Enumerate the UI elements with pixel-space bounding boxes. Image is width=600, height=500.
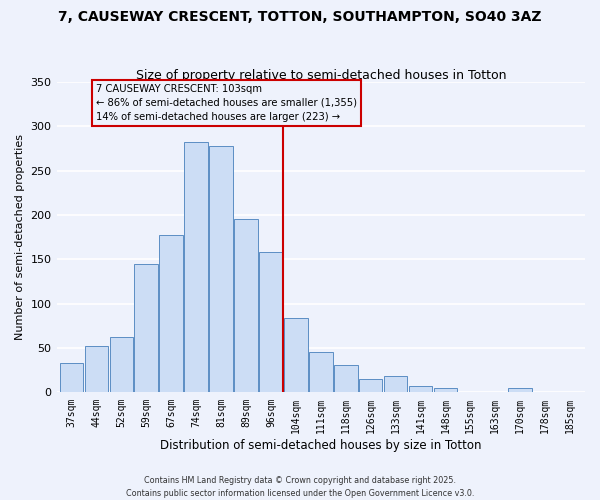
Bar xyxy=(334,365,358,392)
Bar xyxy=(184,142,208,392)
Bar xyxy=(59,363,83,392)
Text: Contains HM Land Registry data © Crown copyright and database right 2025.
Contai: Contains HM Land Registry data © Crown c… xyxy=(126,476,474,498)
Bar xyxy=(384,376,407,392)
Bar xyxy=(134,264,158,392)
Text: 7, CAUSEWAY CRESCENT, TOTTON, SOUTHAMPTON, SO40 3AZ: 7, CAUSEWAY CRESCENT, TOTTON, SOUTHAMPTO… xyxy=(58,10,542,24)
Bar xyxy=(359,379,382,392)
Bar xyxy=(508,388,532,392)
Bar xyxy=(160,234,183,392)
Text: 7 CAUSEWAY CRESCENT: 103sqm
← 86% of semi-detached houses are smaller (1,355)
14: 7 CAUSEWAY CRESCENT: 103sqm ← 86% of sem… xyxy=(97,84,358,122)
Bar xyxy=(409,386,433,392)
Title: Size of property relative to semi-detached houses in Totton: Size of property relative to semi-detach… xyxy=(136,69,506,82)
Bar xyxy=(309,352,332,393)
Bar xyxy=(284,318,308,392)
Bar xyxy=(434,388,457,392)
Bar xyxy=(209,146,233,392)
Bar xyxy=(110,338,133,392)
Bar xyxy=(85,346,108,393)
Bar xyxy=(234,218,258,392)
Y-axis label: Number of semi-detached properties: Number of semi-detached properties xyxy=(15,134,25,340)
Bar xyxy=(259,252,283,392)
X-axis label: Distribution of semi-detached houses by size in Totton: Distribution of semi-detached houses by … xyxy=(160,440,482,452)
